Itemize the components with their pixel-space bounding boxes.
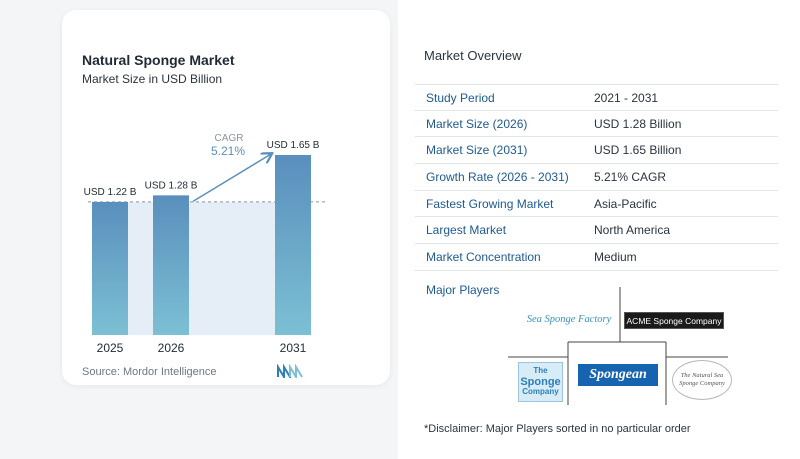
cagr-shade-region — [92, 201, 311, 335]
player-logo-spongean: Spongean — [578, 364, 658, 386]
overview-label: Market Size (2031) — [426, 143, 528, 158]
source-text: Source: Mordor Intelligence — [82, 366, 217, 378]
overview-label: Market Concentration — [426, 250, 541, 265]
bar-data-label: USD 1.22 B — [84, 187, 137, 198]
overview-value: Asia-Pacific — [594, 196, 657, 211]
player-logo-natural-sea-sponge-company: The Natural Sea Sponge Company — [672, 360, 732, 400]
bar-2031 — [275, 155, 311, 335]
logo-line: Company — [522, 387, 559, 397]
overview-value: USD 1.65 Billion — [594, 143, 682, 158]
player-logo-the-sponge-company: The Sponge Company — [518, 362, 563, 402]
overview-label: Fastest Growing Market — [426, 196, 554, 211]
disclaimer-text: *Disclaimer: Major Players sorted in no … — [424, 423, 691, 435]
x-tick-label: 2031 — [280, 341, 307, 355]
bar-2026 — [153, 195, 189, 335]
chart-subtitle: Market Size in USD Billion — [82, 72, 223, 86]
logo-line: Sponge — [520, 375, 561, 388]
overview-value: USD 1.28 Billion — [594, 116, 682, 131]
overview-row: Market Concentration Medium — [415, 244, 778, 271]
chart-card: USD 1.22 B 2025 USD 1.28 B 2026 USD 1.65 B 20… — [62, 10, 390, 385]
overview-row: Largest Market North America — [415, 217, 778, 245]
overview-row: Fastest Growing Market Asia-Pacific — [415, 191, 778, 218]
player-logo-sea-sponge-factory: Sea Sponge Factory — [526, 313, 612, 325]
player-logo-acme-sponge-company: ACME Sponge Company — [624, 312, 724, 329]
logo-line: The — [533, 366, 548, 376]
bar-2025 — [92, 201, 128, 335]
overview-row: Study Period 2021 - 2031 — [415, 84, 778, 111]
chart-title: Natural Sponge Market — [82, 52, 235, 68]
overview-value: 5.21% CAGR — [594, 170, 667, 185]
x-tick-label: 2026 — [158, 341, 185, 355]
overview-value: Medium — [594, 250, 637, 265]
mordor-logo-icon — [277, 364, 303, 378]
overview-row: Market Size (2026) USD 1.28 Billion — [415, 111, 778, 138]
x-tick-label: 2025 — [97, 341, 124, 355]
cagr-arrow — [192, 154, 271, 203]
major-players-label: Major Players — [426, 283, 500, 297]
overview-table: Study Period 2021 - 2031 Market Size (20… — [415, 84, 778, 271]
cagr-value: 5.21% — [211, 144, 245, 158]
market-overview-panel: Market Overview Study Period 2021 - 2031… — [398, 0, 800, 459]
cagr-label: CAGR — [215, 133, 244, 144]
overview-value: 2021 - 2031 — [594, 91, 659, 105]
chart-canvas: USD 1.22 B 2025 USD 1.28 B 2026 USD 1.65 B 20… — [84, 133, 327, 355]
overview-label: Study Period — [426, 91, 495, 105]
overview-label: Market Size (2026) — [426, 116, 528, 131]
players-grid-lines — [508, 287, 728, 405]
overview-row: Market Size (2031) USD 1.65 Billion — [415, 137, 778, 165]
overview-label: Largest Market — [426, 223, 507, 238]
overview-label: Growth Rate (2026 - 2031) — [426, 170, 569, 185]
overview-row: Growth Rate (2026 - 2031) 5.21% CAGR — [415, 164, 778, 191]
overview-value: North America — [594, 223, 671, 238]
bar-data-label: USD 1.28 B — [145, 180, 198, 191]
bar-data-label: USD 1.65 B — [267, 140, 320, 151]
overview-title: Market Overview — [424, 48, 522, 63]
